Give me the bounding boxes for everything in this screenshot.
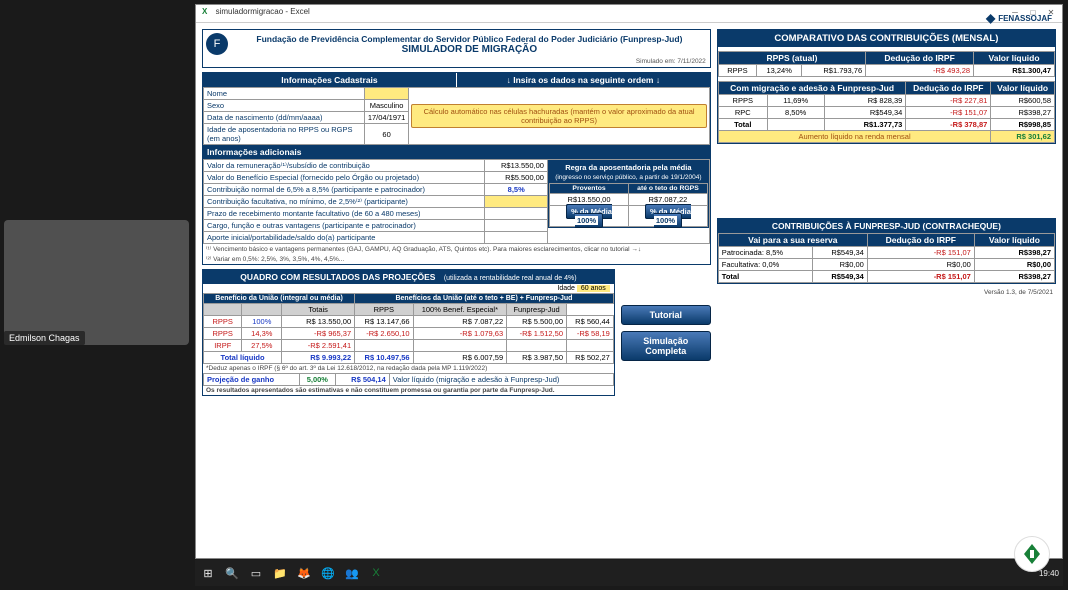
hdr-insira: ↓ Insira os dados na seguinte ordem ↓ <box>457 73 710 87</box>
explorer-icon[interactable]: 📁 <box>271 564 289 582</box>
participant-video: Edmilson Chagas <box>4 220 189 345</box>
teams-icon[interactable]: 👥 <box>343 564 361 582</box>
sim-date: Simulado em: 7/11/2022 <box>203 58 710 67</box>
projecoes-block: QUADRO COM RESULTADOS DAS PROJEÇÕES (uti… <box>202 269 615 396</box>
comparativo-block: COMPARATIVO DAS CONTRIBUIÇÕES (MENSAL) R… <box>717 29 1056 144</box>
projecoes-title: QUADRO COM RESULTADOS DAS PROJEÇÕES (uti… <box>203 270 614 284</box>
firefox-icon[interactable]: 🦊 <box>295 564 313 582</box>
cadastro-block: Informações Cadastrais ↓ Insira os dados… <box>202 72 711 265</box>
shared-screen: X simuladormigracao - Excel ─ □ ✕ ◆ FENA… <box>195 4 1063 559</box>
simulacao-completa-button[interactable]: Simulação Completa <box>621 331 711 361</box>
row-nome: NomeCálculo automático nas células hachu… <box>204 88 710 100</box>
title-block: F Fundação de Previdência Complementar d… <box>202 29 711 68</box>
excel-taskbar-icon[interactable]: X <box>367 564 385 582</box>
auto-calc-note: Cálculo automático nas células hachurada… <box>411 104 706 128</box>
comparativo-title: COMPARATIVO DAS CONTRIBUIÇÕES (MENSAL) <box>718 30 1055 47</box>
start-icon[interactable]: ⊞ <box>199 564 217 582</box>
window-titlebar: X simuladormigracao - Excel ─ □ ✕ <box>196 5 1062 23</box>
participant-name: Edmilson Chagas <box>4 331 85 345</box>
regra-title: Regra da aposentadoria pela média(ingres… <box>549 161 708 183</box>
pct-media-2[interactable]: % da Média 100% <box>645 204 691 228</box>
watermark-logo-icon <box>1014 536 1050 572</box>
contracheque-title: CONTRIBUIÇÕES À FUNPRESP-JUD (CONTRACHEQ… <box>718 219 1055 233</box>
pct-media-1[interactable]: % da Média 100% <box>566 204 612 228</box>
contracheque-block: CONTRIBUIÇÕES À FUNPRESP-JUD (CONTRACHEQ… <box>717 218 1056 284</box>
versao: Versão 1.3, de 7/5/2021 <box>717 288 1056 297</box>
edge-icon[interactable]: 🌐 <box>319 564 337 582</box>
title-line2: SIMULADOR DE MIGRAÇÃO <box>232 44 707 55</box>
spreadsheet-body: F Fundação de Previdência Complementar d… <box>196 23 1062 553</box>
hdr-cadastrais: Informações Cadastrais <box>203 73 457 87</box>
tutorial-button[interactable]: Tutorial <box>621 305 711 325</box>
fenassojaf-logo: ◆ FENASSOJAF <box>986 11 1052 25</box>
window-title: simuladormigracao - Excel <box>216 7 310 16</box>
hdr-adicionais: Informações adicionais <box>203 145 710 159</box>
windows-taskbar: ⊞ 🔍 ▭ 📁 🦊 🌐 👥 X 19:40 <box>195 560 1063 586</box>
search-icon[interactable]: 🔍 <box>223 564 241 582</box>
footnote-2: ⁽²⁾ Variar em 0,5%: 2,5%, 3%, 3,5%, 4%, … <box>203 254 710 264</box>
excel-icon: X <box>202 7 207 16</box>
funpresp-logo-icon: F <box>206 33 228 55</box>
taskview-icon[interactable]: ▭ <box>247 564 265 582</box>
footnote-1: ⁽¹⁾ Vencimento básico e vantagens perman… <box>203 244 710 254</box>
title-line1: Fundação de Previdência Complementar do … <box>232 34 707 44</box>
